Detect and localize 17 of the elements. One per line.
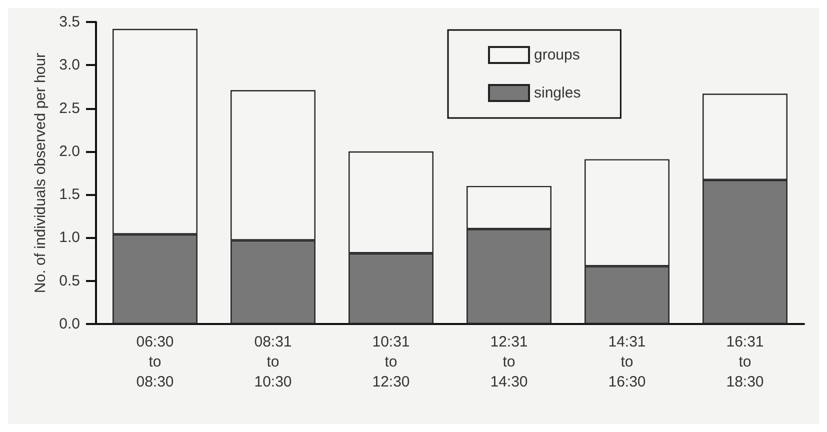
y-tick-label: 0.0 (59, 316, 80, 332)
y-tick-label: 3.5 (59, 14, 80, 30)
y-tick-label: 0.5 (59, 272, 80, 290)
y-tick-label: 2.5 (59, 100, 80, 117)
y-axis-title: No. of individuals observed per hour (32, 52, 50, 294)
y-tick-label: 1.5 (59, 186, 80, 204)
x-tick-label: 06:30 to 08:30 (136, 334, 174, 390)
y-tick-label: 1.0 (59, 229, 80, 246)
y-tick-label: 2.0 (59, 142, 80, 160)
legend-label: singles (534, 84, 581, 102)
x-tick-label: 14:31 to 16:30 (608, 334, 646, 390)
y-tick-label: 3.0 (59, 56, 80, 74)
legend-label: groups (534, 46, 580, 64)
x-tick-label: 10:31 to 12:30 (372, 334, 410, 390)
x-tick-label: 16:31 to 18:30 (726, 334, 764, 390)
x-tick-label: 12:31 to 14:30 (490, 334, 528, 390)
x-tick-label: 08:31 to 10:30 (254, 334, 292, 390)
